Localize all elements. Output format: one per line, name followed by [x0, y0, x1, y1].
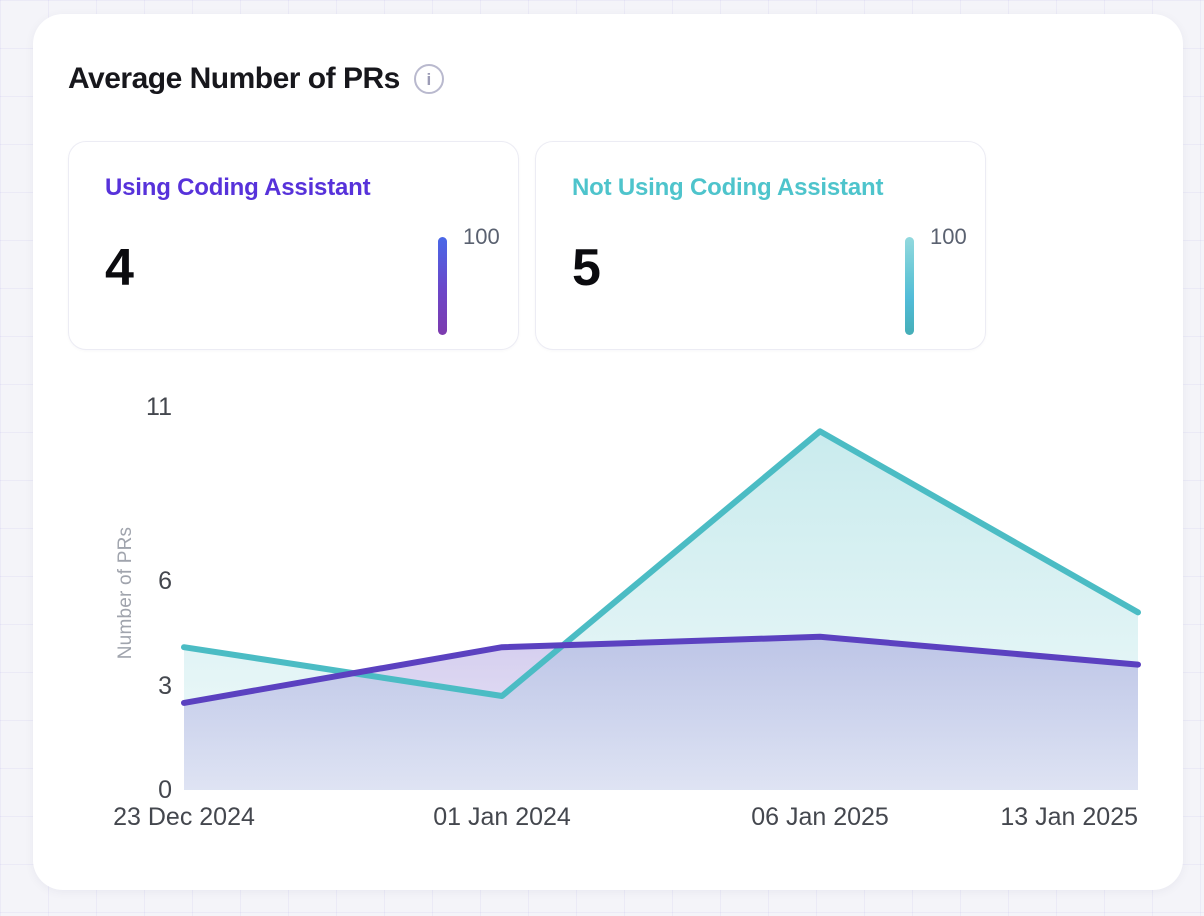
x-tick-label: 23 Dec 2024 [113, 803, 255, 831]
y-tick-label: 3 [158, 671, 172, 700]
stat-label: Using Coding Assistant [105, 174, 371, 201]
x-tick-label: 06 Jan 2025 [751, 803, 889, 831]
y-tick-label: 11 [146, 393, 172, 421]
title-row: Average Number of PRs i [68, 62, 444, 96]
x-tick-label: 13 Jan 2025 [1000, 803, 1138, 831]
chart-canvas[interactable] [181, 400, 1141, 790]
info-icon-glyph: i [426, 69, 432, 89]
line-1 [181, 633, 1141, 706]
area-1 [184, 636, 1138, 790]
chart-card: Average Number of PRs i Using Coding Ass… [33, 14, 1183, 890]
gauge-max-label: 100 [930, 224, 967, 249]
stat-card-using-assistant: Using Coding Assistant 4 100 [68, 141, 519, 350]
stat-label: Not Using Coding Assistant [572, 174, 884, 201]
stat-card-not-using-assistant: Not Using Coding Assistant 5 100 [535, 141, 986, 350]
y-tick-label: 6 [158, 567, 172, 596]
x-axis-labels: 23 Dec 2024 01 Jan 2024 06 Jan 2025 13 Jan … [113, 801, 1138, 833]
x-tick-label: 01 Jan 2024 [433, 803, 571, 831]
info-icon[interactable]: i [413, 64, 444, 94]
page-title: Average Number of PRs [68, 62, 400, 95]
gauge-bar [905, 237, 914, 335]
stat-value: 4 [105, 239, 134, 297]
y-axis-ticks: 0 3 6 11 [108, 393, 172, 804]
stat-value: 5 [572, 239, 601, 297]
y-tick-label: 0 [158, 776, 172, 804]
line-0 [181, 428, 1141, 699]
gauge-max-label: 100 [463, 224, 500, 249]
gauge-bar [438, 237, 447, 335]
